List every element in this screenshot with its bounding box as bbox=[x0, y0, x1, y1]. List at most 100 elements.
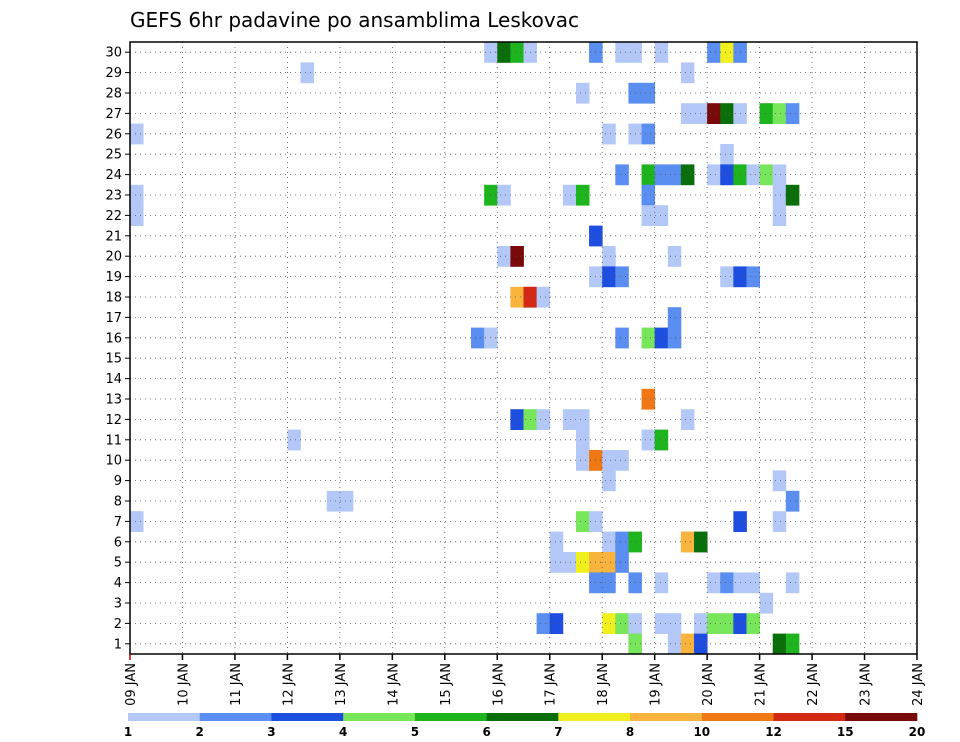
heatmap-cell bbox=[615, 450, 629, 471]
legend-label: 3 bbox=[267, 725, 275, 739]
legend-label: 8 bbox=[626, 725, 634, 739]
heatmap-cell bbox=[707, 42, 721, 63]
legend-label: 2 bbox=[196, 725, 204, 739]
heatmap-cell bbox=[602, 450, 616, 471]
x-tick-label: 13 JAN bbox=[334, 663, 349, 706]
heatmap-cell bbox=[575, 409, 590, 430]
heatmap-cell bbox=[772, 103, 787, 124]
heatmap-cell bbox=[130, 184, 144, 206]
y-tick-label: 7 bbox=[114, 515, 122, 530]
x-tick-label: 15 JAN bbox=[439, 663, 454, 706]
y-tick-label: 16 bbox=[105, 331, 122, 346]
x-tick-label: 17 JAN bbox=[544, 663, 559, 706]
heatmap-cell bbox=[536, 613, 551, 634]
y-tick-label: 14 bbox=[105, 372, 122, 387]
heatmap-cell bbox=[339, 490, 354, 512]
x-tick-label: 10 JAN bbox=[176, 663, 191, 706]
heatmap-cell bbox=[772, 511, 787, 532]
chart-title: GEFS 6hr padavine po ansamblima Leskovac bbox=[130, 8, 579, 32]
heatmap-cell bbox=[772, 205, 787, 226]
y-tick-label: 3 bbox=[114, 597, 122, 612]
heatmap-cell bbox=[549, 531, 564, 553]
legend-color-swatch bbox=[558, 713, 631, 721]
y-tick-label: 13 bbox=[105, 393, 122, 408]
heatmap-cell bbox=[497, 42, 511, 63]
heatmap-cell bbox=[654, 205, 669, 226]
heatmap-cell bbox=[641, 388, 656, 410]
y-tick-label: 21 bbox=[105, 229, 122, 244]
y-tick-label: 8 bbox=[114, 495, 122, 510]
heatmap-cell bbox=[130, 123, 144, 145]
legend-color-swatch bbox=[630, 713, 703, 721]
heatmap-cell bbox=[615, 327, 629, 349]
heatmap-cell bbox=[720, 164, 734, 186]
y-tick-label: 22 bbox=[105, 209, 122, 224]
x-tick-label: 12 JAN bbox=[281, 663, 296, 706]
heatmap-cell bbox=[575, 429, 590, 451]
heatmap-cell bbox=[615, 613, 629, 634]
heatmap-cell bbox=[326, 490, 341, 512]
x-tick-label: 23 JAN bbox=[859, 663, 874, 706]
heatmap-cell bbox=[549, 613, 564, 634]
y-tick-label: 12 bbox=[105, 413, 122, 428]
heatmap-cell bbox=[720, 144, 734, 165]
heatmap-cell bbox=[785, 184, 800, 206]
heatmap-cell bbox=[562, 184, 577, 206]
legend-color-swatch bbox=[773, 713, 846, 721]
heatmap-cell bbox=[510, 286, 524, 308]
y-tick-label: 17 bbox=[105, 311, 122, 326]
heatmap-cell bbox=[602, 572, 616, 594]
heatmap-cell bbox=[746, 613, 760, 634]
heatmap-cell bbox=[575, 82, 590, 104]
grid-lines bbox=[130, 42, 917, 654]
heatmap-cell bbox=[667, 633, 682, 655]
heatmap-cell bbox=[130, 511, 144, 532]
heatmap-cell bbox=[720, 42, 734, 63]
plot-frame bbox=[129, 41, 918, 655]
x-tick-label: 11 JAN bbox=[229, 663, 244, 706]
heatmap-cell bbox=[667, 613, 682, 634]
x-tick-label: 24 JAN bbox=[911, 663, 926, 706]
heatmap-cell bbox=[602, 266, 616, 288]
y-tick-label: 10 bbox=[105, 454, 122, 469]
heatmap-cell bbox=[680, 103, 695, 124]
heatmap-cell bbox=[641, 429, 656, 451]
y-tick-label: 27 bbox=[105, 107, 122, 122]
legend-label: 7 bbox=[554, 725, 562, 739]
legend-color-swatch bbox=[486, 713, 559, 721]
y-tick-label: 20 bbox=[105, 250, 122, 265]
y-tick-label: 11 bbox=[105, 433, 122, 448]
heatmap-cell bbox=[720, 613, 734, 634]
heatmap-cell bbox=[720, 103, 734, 124]
heatmap-cell bbox=[536, 409, 551, 430]
heatmap-cell bbox=[130, 205, 144, 226]
heatmap-cell bbox=[667, 307, 682, 328]
x-tick-label: 19 JAN bbox=[649, 663, 664, 706]
heatmap-cell bbox=[707, 164, 721, 186]
y-tick-label: 1 bbox=[114, 637, 122, 652]
legend-color-swatch bbox=[701, 713, 774, 721]
heatmap-cell bbox=[641, 205, 656, 226]
heatmap-cell bbox=[562, 552, 577, 573]
heatmap-cell bbox=[667, 246, 682, 267]
y-tick-label: 19 bbox=[105, 270, 122, 285]
heatmap-cell bbox=[720, 572, 734, 594]
heatmap-cell bbox=[510, 409, 524, 430]
heatmap-cell bbox=[654, 164, 669, 186]
heatmap-cell bbox=[680, 164, 695, 186]
heatmap-cell bbox=[602, 470, 616, 492]
heatmap-cell bbox=[549, 552, 564, 573]
heatmap-cell bbox=[680, 62, 695, 84]
heatmap-cell bbox=[707, 103, 721, 124]
legend-label: 4 bbox=[339, 725, 347, 739]
legend-label: 20 bbox=[909, 725, 926, 739]
heatmap-cell bbox=[562, 409, 577, 430]
heatmap-cell bbox=[654, 572, 669, 594]
heatmap-cell bbox=[720, 266, 734, 288]
legend-label: 5 bbox=[411, 725, 419, 739]
x-axis-ticks: 09 JAN 10 JAN 11 JAN 12 JAN 13 JAN 14 JAN 15 J… bbox=[124, 654, 926, 706]
heatmap-cell bbox=[575, 511, 590, 532]
heatmap-cell bbox=[746, 266, 760, 288]
heatmap-cell bbox=[575, 450, 590, 471]
